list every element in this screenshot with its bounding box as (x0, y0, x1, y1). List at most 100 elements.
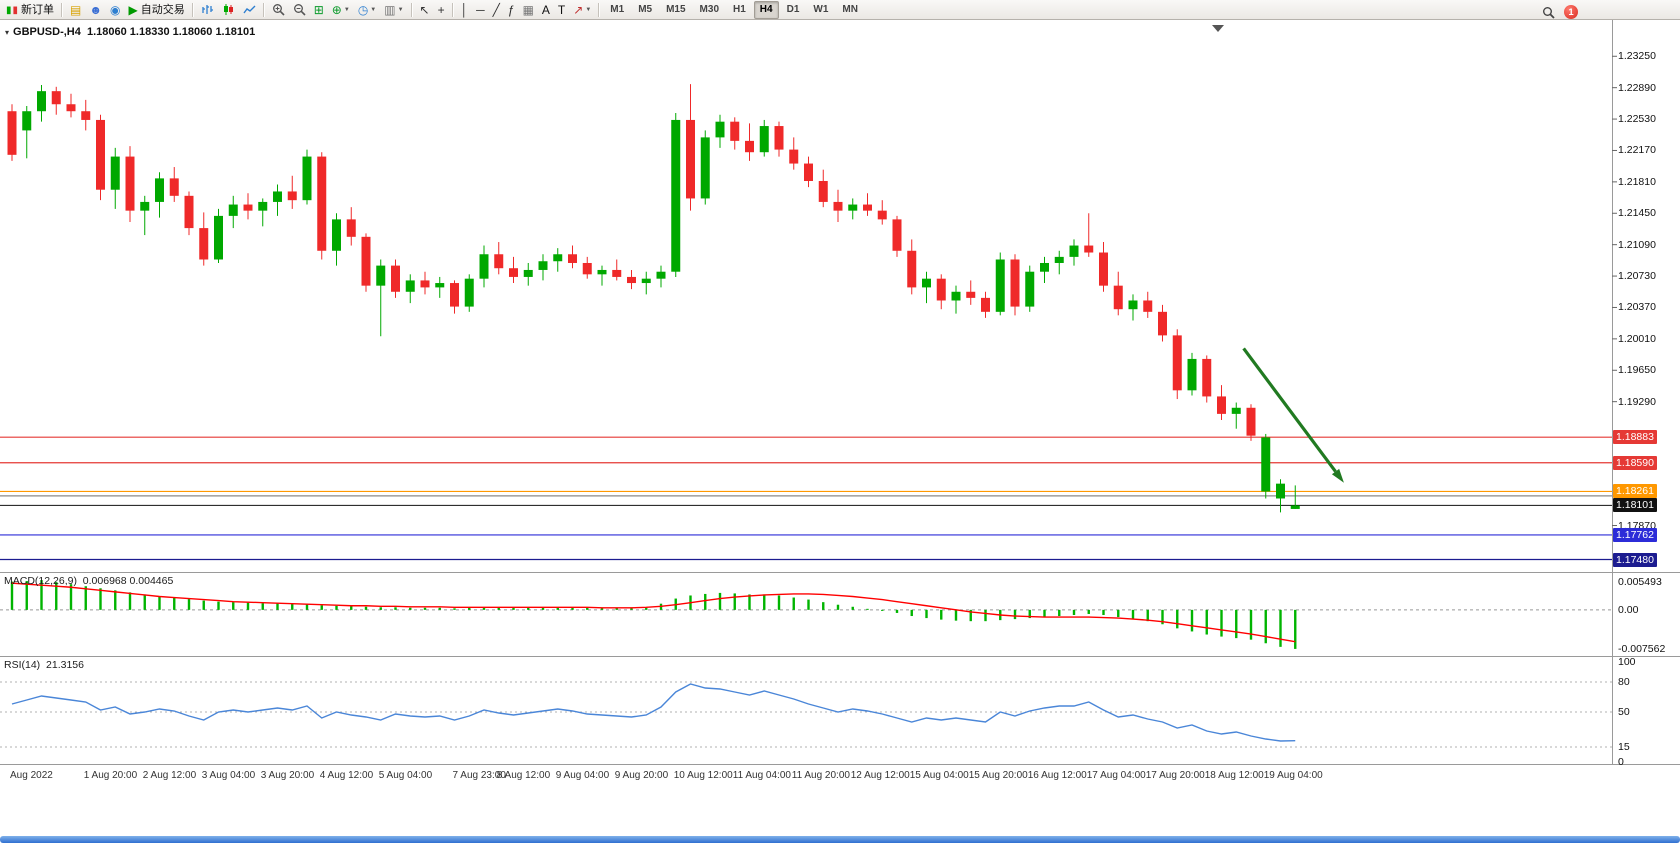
zoom-in-button[interactable] (268, 0, 289, 20)
text-button[interactable]: A (538, 0, 554, 20)
search-icon[interactable] (1538, 2, 1559, 22)
time-axis-label: 5 Aug 04:00 (378, 770, 433, 781)
timeframe-H1[interactable]: H1 (733, 3, 746, 15)
horizontal-scrollbar[interactable] (0, 836, 1680, 843)
toolbar-separator (410, 2, 413, 17)
macd-axis-label: 0.005493 (1618, 575, 1662, 588)
new-order-button[interactable]: ▮▮ 新订单 (2, 0, 58, 20)
price-axis-label: 1.21090 (1618, 238, 1656, 251)
rsi-indicator-name: RSI(14) (4, 659, 41, 671)
horizontal-line-button[interactable]: ─ (472, 0, 489, 20)
rsi-axis-label: 50 (1618, 706, 1630, 718)
rsi-header: RSI(14) 21.3156 (4, 659, 84, 671)
rsi-axis-label: 0 (1618, 756, 1624, 768)
time-axis-label: 9 Aug 20:00 (614, 770, 669, 781)
bar-chart-button[interactable] (197, 0, 218, 20)
new-order-button-label: 新订单 (21, 3, 55, 16)
notification-badge[interactable]: 1 (1564, 5, 1578, 19)
toolbar-separator (61, 2, 64, 17)
macd-indicator-values: 0.006968 0.004465 (82, 575, 174, 587)
price-axis-label: 1.21810 (1618, 175, 1656, 188)
vline-icon: │ (460, 2, 469, 17)
candle-chart-button[interactable] (218, 0, 239, 20)
trend-arrow-annotation[interactable] (1242, 347, 1344, 483)
dropdown-caret-icon: ▼ (585, 6, 592, 13)
templates-button[interactable]: ▥ ▼ (380, 0, 407, 20)
textA-icon: A (541, 2, 550, 17)
crosshair-button[interactable]: + (434, 0, 449, 20)
clock-icon: ◷ (357, 2, 369, 17)
price-marker: 1.18590 (1613, 455, 1657, 470)
price-chart[interactable] (0, 20, 1680, 786)
price-marker: 1.17762 (1613, 527, 1657, 542)
line-chart-button[interactable] (239, 0, 260, 20)
price-marker: 1.18261 (1613, 484, 1657, 499)
macd-indicator-name: MACD(12,26,9) (4, 575, 77, 587)
user-icon: ☻ (89, 2, 103, 17)
timeframe-M1[interactable]: M1 (610, 3, 625, 15)
tile-windows-button[interactable]: ⊞ (310, 0, 328, 20)
toolbar-separator (262, 2, 265, 17)
timeframe-D1[interactable]: D1 (786, 3, 800, 15)
rsi-axis-label: 100 (1618, 656, 1636, 668)
window-icon: ▤ (70, 2, 82, 17)
symbol-dropdown-icon[interactable]: ▾ (5, 28, 10, 37)
timeframe-H4[interactable]: H4 (753, 0, 779, 19)
rsi-axis-label: 80 (1618, 676, 1630, 688)
horizontal-levels (0, 436, 1612, 561)
timeframe-MN[interactable]: MN (842, 3, 858, 15)
chartplus-icon: ⊕ (331, 2, 342, 17)
time-axis-label: 16 Aug 12:00 (1027, 770, 1087, 781)
time-axis-label: 11 Aug 20:00 (791, 770, 850, 781)
play-icon: ▶ (128, 2, 138, 17)
cursor-button[interactable]: ↖ (416, 0, 434, 20)
toolbar-separator (451, 2, 454, 17)
macd-header: MACD(12,26,9) 0.006968 0.004465 (4, 575, 173, 587)
time-axis-label: 15 Aug 20:00 (968, 770, 1028, 781)
chart-area: ▾ GBPUSD-,H4 1.18060 1.18330 1.18060 1.18… (0, 20, 1680, 786)
auto-trading-button[interactable]: ▶ 自动交易 (125, 0, 189, 20)
trendline-button[interactable]: ╱ (489, 0, 504, 20)
main-toolbar: ▮▮ 新订单 ▤ ☻ ◉ ▶ 自动交易 ⊞ ⊕ ▼ ◷ ▼ ▥ ▼ ↖ + │ ─ ╱ ƒ ▦ A T ↗ ▼ M1 M5 M15 M… (0, 0, 1680, 20)
macd-signal-line (11, 582, 1296, 643)
arrows-button[interactable]: ↗ ▼ (569, 0, 595, 20)
timeframe-M15[interactable]: M15 (666, 3, 686, 15)
shapes-button[interactable]: ▦ (519, 0, 538, 20)
rsi-indicator-value: 21.3156 (46, 659, 84, 671)
toolbar-right-group: 1 (1538, 2, 1578, 22)
hline-icon: ─ (476, 2, 485, 17)
price-axis-label: 1.22170 (1618, 144, 1656, 157)
time-axis-label: 3 Aug 04:00 (201, 770, 256, 781)
price-axis-label: 1.23250 (1618, 50, 1656, 63)
rsi-line (11, 683, 1296, 742)
ohlc-values: 1.18060 1.18330 1.18060 1.18101 (86, 26, 256, 38)
arrowtool-icon: ↗ (573, 2, 584, 17)
time-axis-label: 4 Aug 12:00 (319, 770, 374, 781)
textT-icon: T (557, 2, 566, 17)
auto-trading-button-label: 自动交易 (140, 3, 185, 16)
new-chart-button[interactable]: ▤ (66, 0, 85, 20)
chart-ohlc-header: ▾ GBPUSD-,H4 1.18060 1.18330 1.18060 1.18… (5, 26, 255, 38)
zoom-out-button[interactable] (289, 0, 310, 20)
profiles-button[interactable]: ☻ (85, 0, 106, 20)
price-marker: 1.18883 (1613, 430, 1657, 445)
timeframe-W1[interactable]: W1 (813, 3, 829, 15)
toolbar-buttons-group: ▮▮ 新订单 ▤ ☻ ◉ ▶ 自动交易 ⊞ ⊕ ▼ ◷ ▼ ▥ ▼ ↖ + │ ─ ╱ ƒ ▦ A T ↗ ▼ (2, 0, 603, 20)
fibonacci-button[interactable]: ƒ (504, 0, 519, 20)
time-axis-label: 10 Aug 12:00 (673, 770, 733, 781)
periods-button[interactable]: ◷ ▼ (354, 0, 380, 20)
macd-axis-label: -0.007562 (1618, 642, 1666, 655)
time-axis-label: 18 Aug 12:00 (1204, 770, 1264, 781)
vertical-line-button[interactable]: │ (457, 0, 473, 20)
timeframe-M30[interactable]: M30 (699, 3, 719, 15)
candlestick-series (7, 84, 1300, 513)
community-button[interactable]: ◉ (106, 0, 124, 20)
timeframe-M5[interactable]: M5 (638, 3, 653, 15)
time-axis-label: 2 Aug 12:00 (142, 770, 197, 781)
price-axis: 1.23250 1.22890 1.22530 1.22170 1.21810 1.214… (1612, 20, 1680, 768)
symbol-title: GBPUSD-,H4 (13, 26, 81, 38)
text-label-button[interactable]: T (554, 0, 569, 20)
indicators-button[interactable]: ⊕ ▼ (328, 0, 354, 20)
dropdown-caret-icon: ▼ (370, 6, 377, 13)
